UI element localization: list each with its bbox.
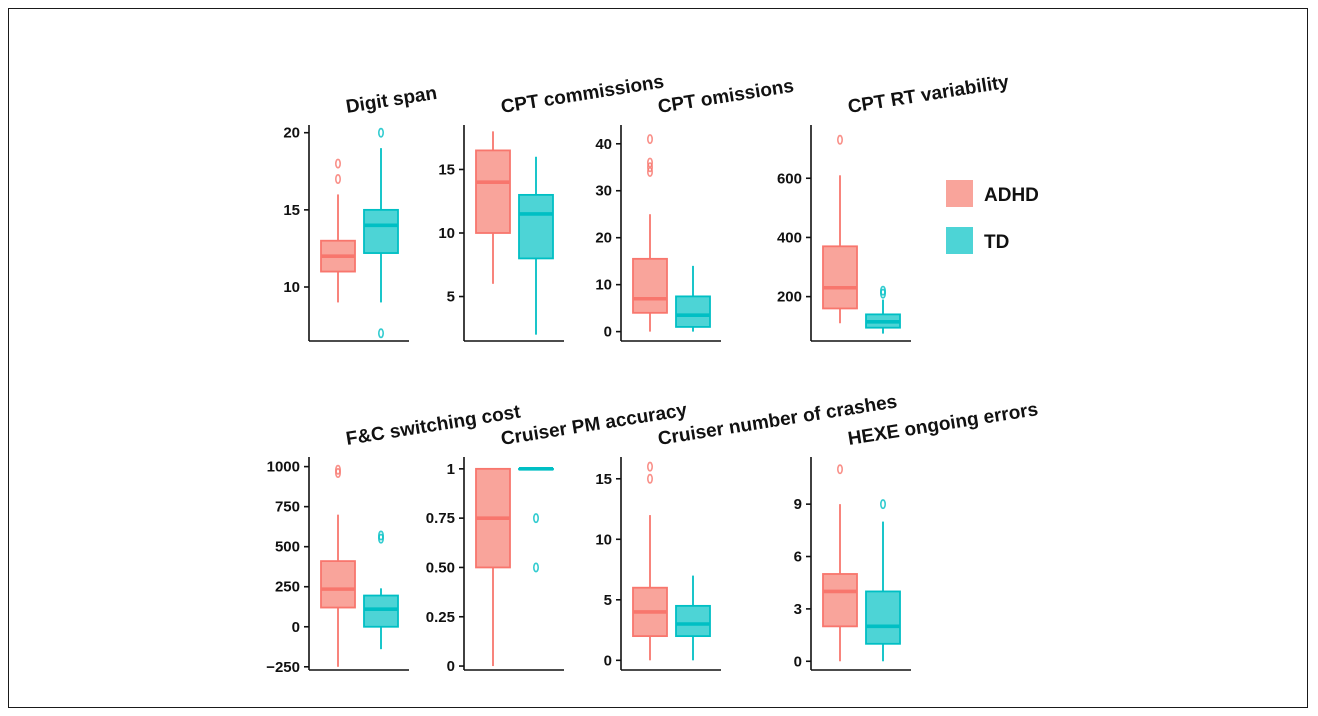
panel-f-c-switching-cost-td-box [363,594,399,628]
panel-cpt-omissions-tick-label: 10 [595,277,612,294]
panel-hexe-ongoing-errors-adhd-outlier [836,464,843,475]
panel-cruiser-pm-accuracy-tick-label: 0.75 [426,510,455,527]
panel-hexe-ongoing-errors-td-box [865,590,901,645]
panel-cruiser-pm-accuracy-tick-label: 0.25 [426,609,455,626]
panel-f-c-switching-cost-tick-label: 250 [275,579,300,596]
panel-f-c-switching-cost-title: F&C switching cost [344,402,522,450]
panel-f-c-switching-cost-tick-label: 0 [292,619,300,636]
panel-f-c-switching-cost-tick-label: 500 [275,539,300,556]
panel-cruiser-pm-accuracy-td-outlier [532,513,539,524]
panel-cpt-commissions-tick-label: 5 [447,289,455,306]
panel-hexe-ongoing-errors-tick-label: 6 [794,549,802,566]
panel-f-c-switching-cost-tick-label: 750 [275,499,300,516]
panel-cpt-rt-variability-title: CPT RT variability [846,72,1010,118]
legend-label-adhd: ADHD [984,185,1039,206]
panel-cpt-rt-variability-tick-label: 600 [777,170,802,187]
panel-digit-span-title: Digit span [344,83,438,118]
panel-cpt-rt-variability-tick-label: 400 [777,229,802,246]
panel-f-c-switching-cost-tick-label: −250 [266,659,300,676]
legend-swatch-adhd [946,180,973,207]
panel-cpt-commissions-adhd-box [475,149,511,234]
panel-cpt-omissions-tick-label: 0 [604,324,612,341]
panel-cruiser-pm-accuracy-tick-label: 1 [447,461,455,478]
panel-f-c-switching-cost-adhd-box [320,560,356,609]
panel-digit-span-adhd-outlier [334,174,341,185]
panel-hexe-ongoing-errors-tick-label: 9 [794,496,802,513]
panel-f-c-switching-cost-tick-label: 1000 [267,459,300,476]
panel-cpt-omissions-adhd-outlier [646,166,653,177]
panel-f-c-switching-cost-adhd-outlier [334,464,341,475]
panel-cruiser-number-of-crashes-tick-label: 15 [595,471,612,488]
panel-f-c-switching-cost-td-outlier [377,530,384,541]
panel-cpt-commissions-title: CPT commissions [499,71,665,118]
panel-cpt-commissions-tick-label: 10 [438,225,455,242]
panel-digit-span-td-box [363,208,399,254]
panel-cpt-rt-variability-adhd-box [822,245,858,310]
panel-cpt-rt-variability-adhd-outlier [836,134,843,145]
panel-cruiser-pm-accuracy-td-outlier [532,562,539,573]
panel-digit-span-adhd-outlier [334,158,341,169]
panel-cruiser-number-of-crashes-adhd-outlier [646,461,653,472]
panel-cruiser-number-of-crashes-td-box [675,604,711,638]
panel-digit-span-td-outlier [377,127,384,138]
legend-swatch-td [946,227,973,254]
panel-digit-span-tick-label: 10 [283,279,300,296]
panel-hexe-ongoing-errors-adhd-box [822,573,858,628]
panel-cpt-omissions-adhd-box [632,257,668,314]
legend-label-td: TD [984,232,1009,253]
panel-cpt-omissions-td-box [675,295,711,328]
panel-cpt-omissions-adhd-outlier [646,134,653,145]
panel-cpt-omissions-adhd-outlier [646,162,653,173]
panel-cpt-omissions-title: CPT omissions [656,76,795,118]
panel-cpt-rt-variability-tick-label: 200 [777,289,802,306]
panel-cpt-omissions-adhd-outlier [646,157,653,168]
panel-digit-span-tick-label: 15 [283,202,300,219]
panel-cpt-commissions-td-box [518,193,554,260]
panel-hexe-ongoing-errors-tick-label: 0 [794,653,802,670]
panel-cruiser-pm-accuracy-tick-label: 0.50 [426,559,455,576]
panel-digit-span-td-outlier [377,328,384,339]
panel-hexe-ongoing-errors-tick-label: 3 [794,601,802,618]
panel-cpt-commissions-tick-label: 15 [438,161,455,178]
panel-cruiser-number-of-crashes-tick-label: 5 [604,592,612,609]
panel-digit-span-tick-label: 20 [283,125,300,142]
panel-cruiser-number-of-crashes-tick-label: 0 [604,652,612,669]
panel-cruiser-pm-accuracy-tick-label: 0 [447,658,455,675]
panel-hexe-ongoing-errors-td-outlier [879,499,886,510]
panel-cpt-omissions-tick-label: 20 [595,230,612,247]
panel-cruiser-number-of-crashes-tick-label: 10 [595,531,612,548]
panel-cpt-rt-variability-td-outlier [879,285,886,296]
panel-cpt-omissions-tick-label: 40 [595,136,612,153]
panel-cpt-omissions-tick-label: 30 [595,183,612,200]
figure-frame: Digit span 10 15 20 CPT commissions 5 10 15 CPT … [8,8,1308,708]
panel-cruiser-number-of-crashes-adhd-outlier [646,473,653,484]
